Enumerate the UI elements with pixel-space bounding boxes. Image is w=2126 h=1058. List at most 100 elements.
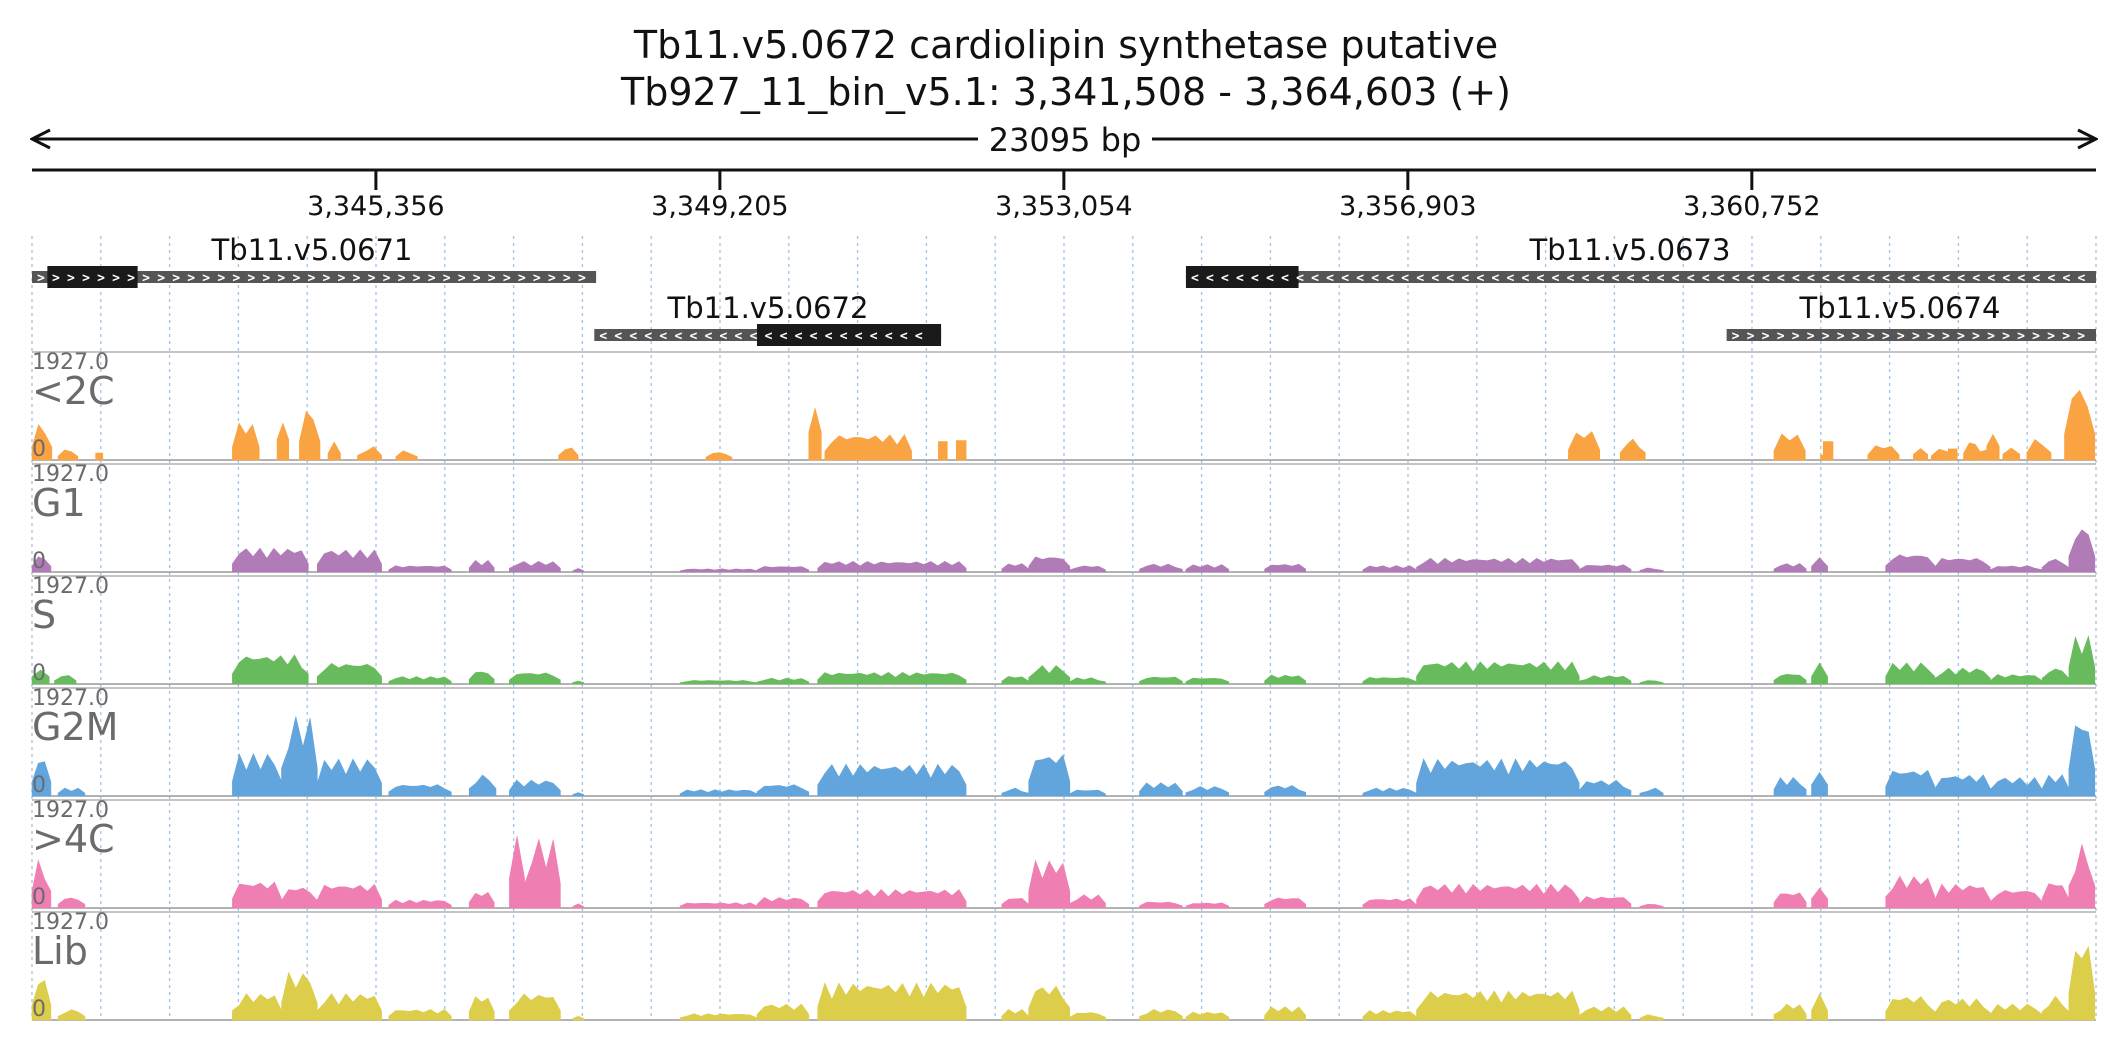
coverage-peak — [1185, 1011, 1230, 1021]
coverage-peak — [756, 784, 810, 797]
gene-cds — [47, 266, 138, 288]
chart-title-line2: Tb927_11_bin_v5.1: 3,341,508 - 3,364,603… — [620, 70, 1511, 114]
strand-chevrons: <<<<<<<<<<<<<<<<<<<<<< — [599, 329, 930, 344]
track-name-label: <2C — [32, 369, 115, 413]
coverage-peak — [1773, 433, 1806, 461]
coverage-peak — [1811, 993, 1828, 1021]
gene-body — [32, 271, 597, 283]
track-ymax-label: 1927.0 — [32, 910, 109, 935]
coverage-peak — [57, 787, 86, 797]
ruler-tick-label-1: 3,349,205 — [651, 191, 788, 222]
coverage-peak — [679, 568, 758, 573]
coverage-peak — [524, 838, 561, 909]
coverage-peak — [2064, 389, 2096, 461]
coverage-peak — [1362, 898, 1417, 909]
coverage-peak — [57, 449, 79, 461]
coverage-peak — [808, 407, 822, 461]
coverage-peak — [1578, 1006, 1632, 1021]
coverage-peak — [1028, 754, 1071, 797]
coverage-peak — [2002, 447, 2021, 461]
coverage-peak — [1578, 779, 1632, 797]
coverage-peak — [1990, 674, 2043, 685]
track-ymin-label: 0 — [32, 437, 46, 462]
coverage-peak — [1885, 769, 1936, 797]
coverage-peak — [1069, 677, 1106, 685]
coverage-peak — [817, 889, 967, 909]
coverage-peak — [1885, 996, 1936, 1021]
coverage-peak — [1885, 554, 1936, 573]
coverage-peak — [679, 789, 758, 797]
coverage-peak — [1001, 1009, 1029, 1021]
coverage-peak — [2068, 529, 2096, 573]
strand-chevrons: >>>>>>>>>>>>>>>>>>>>>>>> — [1732, 329, 2093, 344]
coverage-peak — [1264, 674, 1306, 685]
coverage-peak — [31, 424, 53, 461]
track-ymax-label: 1927.0 — [32, 574, 109, 599]
coverage-peak — [1139, 1009, 1183, 1021]
coverage-peak — [31, 761, 52, 797]
coverage-peak — [232, 547, 309, 573]
coverage-peak — [1578, 675, 1632, 685]
coverage-peak — [1934, 667, 1991, 685]
coverage-peak — [558, 447, 579, 461]
coverage-peak — [1986, 433, 2000, 461]
track-name-label: Lib — [32, 929, 88, 973]
coverage-peak — [1139, 901, 1183, 909]
coverage-peak — [1001, 787, 1029, 797]
coverage-peak — [1773, 777, 1807, 797]
coverage-peak — [1069, 894, 1106, 909]
coverage-peak — [468, 996, 495, 1021]
track-name-label: G1 — [32, 481, 86, 525]
coverage-peak — [31, 669, 50, 685]
coverage-peak — [57, 897, 86, 909]
track-1: 1927.0G1 0 — [31, 462, 2096, 574]
coverage-peak — [388, 565, 452, 573]
gene-cds — [1185, 266, 1299, 288]
coverage-peak — [509, 993, 561, 1021]
coverage-peak — [1185, 677, 1230, 685]
genomic-ruler: 3,345,356 3,349,205 3,353,054 3,356,903 3,36… — [32, 168, 2096, 222]
span-indicator: 23095 bp — [32, 121, 2096, 159]
coverage-peak — [2041, 774, 2070, 797]
coverage-peak — [299, 410, 321, 461]
coverage-peak — [1416, 883, 1580, 909]
coverage-peak — [1264, 785, 1306, 797]
track-ymin-label: 0 — [32, 549, 46, 574]
coverage-peak — [509, 835, 525, 909]
coverage-peak — [1416, 557, 1580, 573]
track-ymin-label: 0 — [32, 997, 46, 1022]
coverage-peak — [232, 654, 309, 685]
coverage-peak — [572, 680, 584, 685]
coverage-peak — [317, 549, 382, 573]
gene-cds — [756, 324, 942, 346]
track-name-label: S — [32, 593, 56, 637]
coverage-peak — [1139, 563, 1183, 573]
grid-lines — [31, 236, 2097, 1020]
coverage-peak — [395, 450, 418, 461]
ruler-tick-label-4: 3,360,752 — [1683, 191, 1820, 222]
coverage-peak — [2068, 725, 2096, 797]
coverage-peak — [31, 556, 52, 573]
coverage-peak — [1639, 787, 1664, 797]
coverage-peak — [1001, 563, 1029, 573]
coverage-peak — [572, 568, 584, 573]
coverage-peak — [1913, 448, 1928, 461]
track-ymax-label: 1927.0 — [32, 798, 109, 823]
coverage-peak — [31, 980, 52, 1021]
coverage-peak — [1069, 565, 1106, 573]
coverage-peak — [1416, 661, 1580, 685]
coverage-peak — [468, 559, 495, 573]
coverage-peak — [1001, 676, 1029, 685]
coverage-peak — [1639, 567, 1664, 573]
gene-Tb11.v5.0673: <<<<<<<<<<<<<<<<<<<<<<<<<<<<<<<<<<<<<<<<… — [1185, 233, 2096, 288]
coverage-peak — [756, 566, 810, 573]
strand-chevrons: >>>>>>>>>>>>>>>>>>>>>>>>>>>>>>>>>>>>> — [37, 271, 593, 286]
coverage-peak — [281, 887, 318, 909]
coverage-peak — [388, 899, 452, 909]
coverage-peak — [817, 982, 967, 1021]
track-ymin-label: 0 — [32, 661, 46, 686]
coverage-peak — [817, 561, 967, 573]
coverage-peak — [317, 993, 382, 1021]
